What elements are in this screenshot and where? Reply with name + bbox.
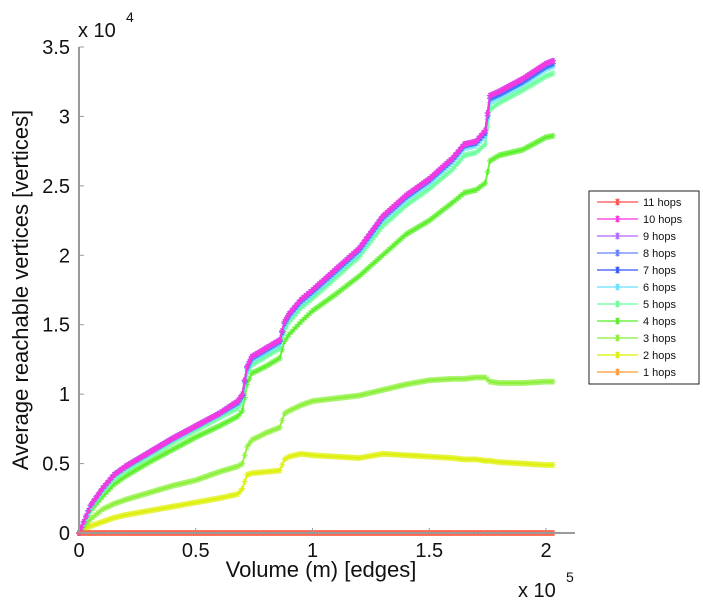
data-point [156,453,163,460]
y-ticks: 0 0.5 1 1.5 2 2.5 3 3.5 [42,37,84,545]
series-4-hops [76,132,557,536]
data-point [241,452,248,459]
x-axis-label: Volume (m) [edges] [226,557,417,582]
series-3-hops [76,374,557,536]
y-multiplier: x 10 4 [78,9,134,42]
data-point [295,403,302,410]
data-point [550,461,557,468]
data-point [276,424,283,431]
y-tick-label: 0 [59,523,70,545]
x-tick-label: 0 [73,540,84,562]
legend: 11 hops 10 hops 9 hops 8 hops 7 hops 6 hops 5 … [588,190,700,385]
y-tick-label: 1 [59,384,70,406]
data-point [99,506,106,513]
legend-label: 7 hops [643,265,677,277]
data-point [279,417,286,424]
y-tick-label: 1.5 [42,315,70,337]
x-multiplier-exponent: 5 [566,569,574,585]
series-2-hops [76,450,557,536]
legend-label: 5 hops [643,299,677,311]
y-tick-label: 3 [59,106,70,128]
plot-area [76,57,557,536]
x-multiplier-base: x 10 [518,580,556,600]
data-point [237,410,244,417]
x-tick-label: 1.5 [415,540,443,562]
y-axis-label: Average reachable vertices [vertices] [8,110,33,470]
data-point [108,515,115,522]
y-tick-label: 3.5 [42,37,70,59]
data-point [241,478,248,485]
y-multiplier-base: x 10 [78,20,116,42]
series-markers [76,374,557,536]
legend-label: 3 hops [643,333,677,345]
legend-label: 11 hops [643,197,682,209]
data-point [276,467,283,474]
x-tick-label: 0.5 [182,540,210,562]
data-point [223,466,230,473]
data-point [101,505,108,512]
legend-label: 8 hops [643,248,677,260]
y-tick-label: 2 [59,245,70,267]
legend-label: 2 hops [643,350,677,362]
data-point [203,429,210,436]
series-markers [76,132,557,536]
data-point [239,485,246,492]
legend-label: 10 hops [643,214,683,226]
x-multiplier: x 10 5 [518,569,574,600]
y-multiplier-exponent: 4 [126,9,134,25]
data-point [279,461,286,468]
series-markers [76,450,557,536]
series-line [78,134,554,534]
y-tick-label: 0.5 [42,454,70,476]
data-point [239,407,246,414]
data-point [550,378,557,385]
legend-label: 1 hops [643,367,677,379]
legend-label: 6 hops [643,282,677,294]
legend-label: 9 hops [643,231,677,243]
y-tick-label: 2.5 [42,176,70,198]
legend-label: 4 hops [643,316,677,328]
data-point [484,168,491,175]
data-point [239,460,246,467]
x-tick-label: 2 [540,540,551,562]
data-point [104,517,111,524]
